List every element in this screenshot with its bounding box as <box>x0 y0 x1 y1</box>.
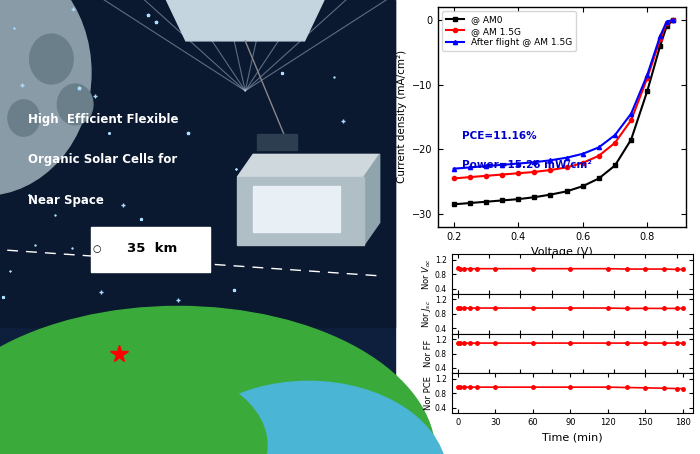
@ AM0 <box>656 43 664 49</box>
After flight @ AM 1.5G <box>656 33 664 39</box>
X-axis label: Voltage (V): Voltage (V) <box>531 247 593 257</box>
Ellipse shape <box>0 359 267 454</box>
@ AM0 <box>482 199 490 204</box>
@ AM 1.5G <box>627 118 636 123</box>
Line: @ AM 1.5G: @ AM 1.5G <box>452 18 676 181</box>
@ AM0 <box>530 194 538 200</box>
@ AM0 <box>449 202 458 207</box>
Y-axis label: Nor PCE: Nor PCE <box>424 376 433 410</box>
Bar <box>91 227 209 272</box>
@ AM 1.5G <box>611 140 620 146</box>
Circle shape <box>0 0 91 195</box>
@ AM 1.5G <box>530 169 538 175</box>
Polygon shape <box>162 0 328 41</box>
Y-axis label: Nor $J_{sc}$: Nor $J_{sc}$ <box>420 300 433 328</box>
Bar <box>257 134 297 150</box>
Line: After flight @ AM 1.5G: After flight @ AM 1.5G <box>452 18 676 171</box>
@ AM 1.5G <box>562 165 570 170</box>
Y-axis label: Nor $V_{oc}$: Nor $V_{oc}$ <box>421 258 433 290</box>
After flight @ AM 1.5G <box>530 159 538 165</box>
@ AM0 <box>514 197 522 202</box>
@ AM 1.5G <box>595 153 603 158</box>
After flight @ AM 1.5G <box>562 155 570 160</box>
@ AM0 <box>466 200 474 206</box>
@ AM 1.5G <box>466 174 474 180</box>
Text: Near Space: Near Space <box>28 194 104 207</box>
Circle shape <box>29 34 74 84</box>
@ AM0 <box>578 183 587 189</box>
@ AM0 <box>627 137 636 142</box>
Bar <box>253 186 340 232</box>
@ AM 1.5G <box>643 75 652 81</box>
Text: PCE=11.16%: PCE=11.16% <box>463 131 537 141</box>
@ AM 1.5G <box>449 176 458 181</box>
Line: @ AM0: @ AM0 <box>452 18 676 207</box>
@ AM0 <box>611 163 620 168</box>
@ AM0 <box>662 24 671 29</box>
After flight @ AM 1.5G <box>482 163 490 169</box>
Text: Power=15.26 mW/cm²: Power=15.26 mW/cm² <box>463 159 592 169</box>
After flight @ AM 1.5G <box>662 19 671 25</box>
@ AM0 <box>643 88 652 94</box>
Text: High  Efficient Flexible: High Efficient Flexible <box>28 113 178 126</box>
Bar <box>0 0 395 327</box>
After flight @ AM 1.5G <box>498 162 506 168</box>
@ AM 1.5G <box>669 17 678 23</box>
Legend: @ AM0, @ AM 1.5G, After flight @ AM 1.5G: @ AM0, @ AM 1.5G, After flight @ AM 1.5G <box>442 11 576 51</box>
Y-axis label: Current density (mA/cm²): Current density (mA/cm²) <box>397 50 407 183</box>
Ellipse shape <box>0 306 435 454</box>
Polygon shape <box>237 154 379 177</box>
@ AM0 <box>498 198 506 203</box>
@ AM 1.5G <box>578 160 587 166</box>
X-axis label: Time (min): Time (min) <box>542 433 603 443</box>
Text: 35  km: 35 km <box>127 242 177 255</box>
After flight @ AM 1.5G <box>627 111 636 116</box>
After flight @ AM 1.5G <box>595 145 603 150</box>
After flight @ AM 1.5G <box>611 132 620 138</box>
@ AM 1.5G <box>656 36 664 42</box>
Y-axis label: Nor FF: Nor FF <box>424 340 433 367</box>
After flight @ AM 1.5G <box>449 166 458 172</box>
Circle shape <box>57 84 93 125</box>
Circle shape <box>8 100 39 136</box>
@ AM0 <box>546 192 554 197</box>
@ AM 1.5G <box>546 167 554 173</box>
After flight @ AM 1.5G <box>643 72 652 78</box>
@ AM0 <box>669 17 678 23</box>
After flight @ AM 1.5G <box>578 151 587 157</box>
@ AM 1.5G <box>662 20 671 26</box>
Polygon shape <box>237 177 364 245</box>
Polygon shape <box>364 154 379 245</box>
Text: Organic Solar Cells for: Organic Solar Cells for <box>28 153 177 167</box>
Ellipse shape <box>170 381 447 454</box>
@ AM 1.5G <box>482 173 490 178</box>
@ AM0 <box>562 189 570 194</box>
Text: ○: ○ <box>92 244 101 254</box>
After flight @ AM 1.5G <box>546 158 554 163</box>
@ AM 1.5G <box>498 172 506 177</box>
@ AM 1.5G <box>514 171 522 176</box>
After flight @ AM 1.5G <box>669 17 678 23</box>
After flight @ AM 1.5G <box>514 161 522 166</box>
After flight @ AM 1.5G <box>466 165 474 170</box>
@ AM0 <box>595 176 603 181</box>
